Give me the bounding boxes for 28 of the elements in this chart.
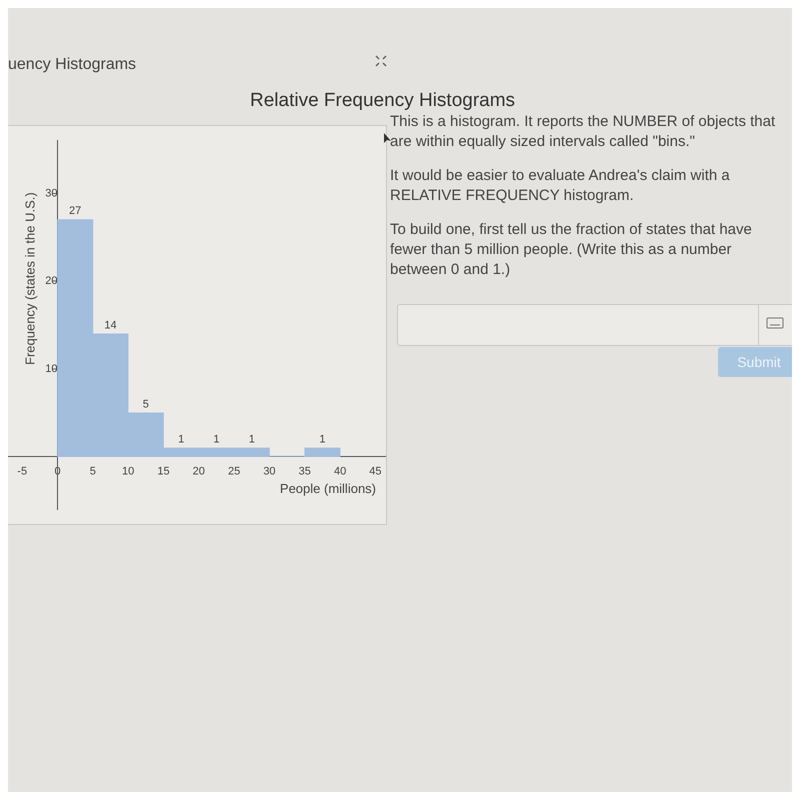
data-label: 1 [248,433,255,446]
x-tick-label: 45 [369,465,382,478]
text: It would be easier to evaluate Andrea's claim with a RELATIVE FREQUENCY histogram. [390,166,731,206]
y-tick-label: 20 [45,275,58,288]
x-tick-label: 20 [192,465,205,478]
text: Submit [736,353,782,372]
x-tick-label: 5 [90,465,96,478]
chart-title: Relative Frequency Histograms [250,90,516,112]
x-tick-label: 25 [228,465,240,478]
data-label: 27 [69,205,82,218]
data-label: 14 [104,319,117,332]
y-axis-title: Frequency (states in the U.S.) [22,192,38,365]
x-tick-label: 40 [334,465,346,478]
x-axis-title: People (millions) [280,480,376,496]
text: To build one, first tell us the fraction of states that have fewer than 5 million people. (Write this as a number between 0 and 1.) [390,220,753,280]
text: uency Histograms [8,56,136,74]
x-tick-label: 15 [157,465,170,478]
x-tick-label: 35 [298,465,311,478]
x-tick-label: 30 [263,465,276,478]
x-tick-label: 10 [122,465,134,478]
x-tick-label: -5 [17,465,28,478]
data-label: 1 [213,433,220,446]
data-label: 1 [319,433,326,446]
y-tick-label: 30 [45,187,58,200]
data-label: 1 [178,433,184,446]
y-tick-label: 10 [45,362,58,375]
data-label: 5 [142,398,149,410]
text: This is a histogram. It reports the NUMBER of objects that are within equally sized intervals called "bins." [390,112,776,152]
